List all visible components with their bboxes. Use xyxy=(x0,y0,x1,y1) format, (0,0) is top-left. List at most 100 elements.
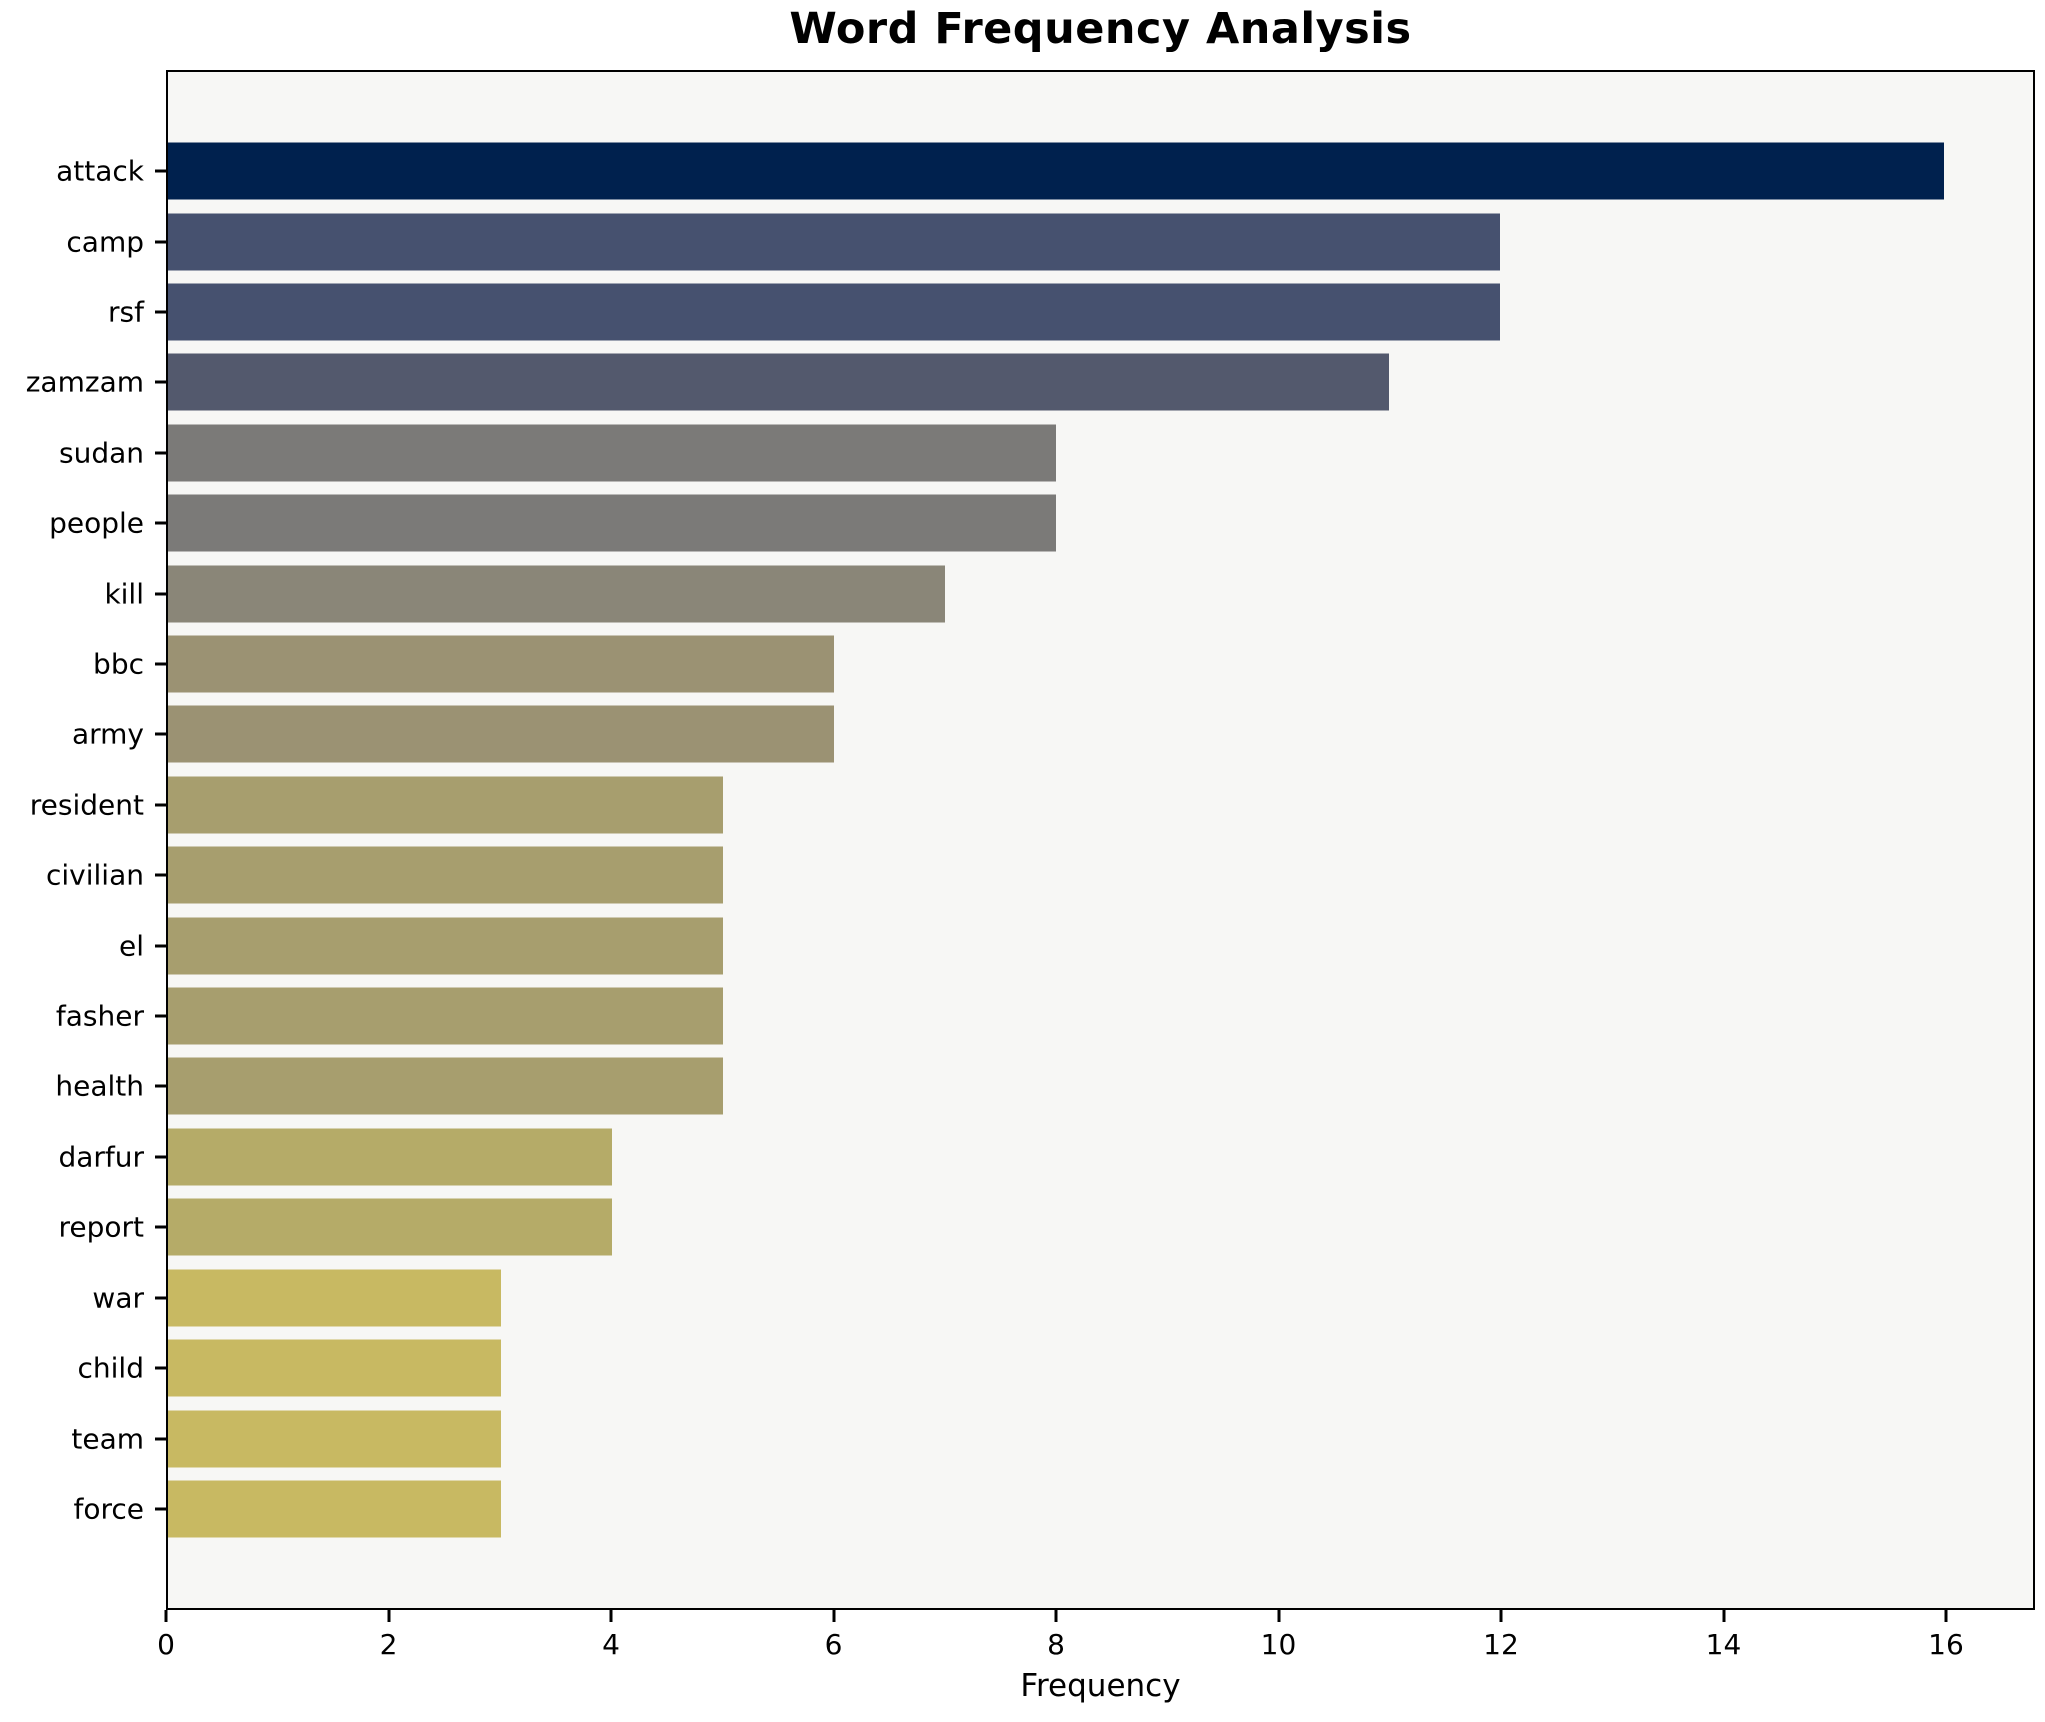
bar xyxy=(168,424,1057,482)
x-tick-label: 8 xyxy=(1047,1628,1065,1661)
bar xyxy=(168,353,1390,411)
bar xyxy=(168,635,835,693)
y-tick-label: war xyxy=(92,1281,144,1315)
bar xyxy=(168,987,724,1045)
bar-row: force xyxy=(73,1474,2033,1544)
y-tick-mark xyxy=(155,380,166,384)
x-tick-label: 10 xyxy=(1260,1628,1297,1661)
bar-row: resident xyxy=(30,770,2033,840)
bar xyxy=(168,213,1501,271)
bar-row: child xyxy=(78,1333,2033,1403)
x-tick-mark xyxy=(609,1610,613,1622)
bar xyxy=(168,283,1501,341)
y-tick-mark xyxy=(155,944,166,948)
bar xyxy=(168,1339,502,1397)
bar-row: rsf xyxy=(108,277,2033,347)
y-tick-mark xyxy=(155,1296,166,1300)
y-tick-label: el xyxy=(118,929,144,963)
y-tick-label: civilian xyxy=(46,858,144,892)
x-tick-mark xyxy=(1054,1610,1058,1622)
y-tick-mark xyxy=(155,1084,166,1088)
y-tick-label: report xyxy=(58,1210,144,1244)
bar xyxy=(168,1410,502,1468)
bar xyxy=(168,142,1945,200)
y-tick-mark xyxy=(155,803,166,807)
y-tick-label: attack xyxy=(56,154,144,188)
y-tick-mark xyxy=(155,310,166,314)
bar xyxy=(168,1269,502,1327)
x-tick-label: 6 xyxy=(824,1628,843,1661)
x-tick-label: 2 xyxy=(379,1628,398,1661)
y-tick-mark xyxy=(155,451,166,455)
y-tick-label: resident xyxy=(29,788,144,822)
bar xyxy=(168,1128,613,1186)
x-tick-label: 16 xyxy=(1928,1628,1964,1661)
bars-container: attack camp rsf zamzam sudan people kill bbc arm… xyxy=(26,72,2033,1608)
plot-area: attack camp rsf zamzam sudan people kill bbc arm… xyxy=(26,70,2035,1610)
chart-title: Word Frequency Analysis xyxy=(789,4,1412,54)
y-tick-label: kill xyxy=(104,577,144,611)
y-tick-label: team xyxy=(71,1422,144,1456)
x-tick-mark xyxy=(1944,1610,1948,1622)
y-tick-mark xyxy=(155,1155,166,1159)
x-tick-mark xyxy=(1277,1610,1280,1622)
x-tick-mark xyxy=(387,1610,390,1622)
bar-row: kill xyxy=(104,558,2033,628)
bar-row: zamzam xyxy=(26,347,2033,417)
bar-row: health xyxy=(55,1051,2033,1121)
y-tick-label: health xyxy=(55,1069,144,1103)
y-tick-mark xyxy=(155,521,166,525)
bar-row: fasher xyxy=(56,981,2033,1051)
x-tick-label: 14 xyxy=(1705,1628,1742,1661)
bar-row: army xyxy=(72,699,2033,769)
x-tick-mark xyxy=(832,1610,835,1622)
bar xyxy=(168,494,1057,552)
y-tick-label: rsf xyxy=(108,295,144,329)
bar xyxy=(168,1480,502,1538)
bar-row: report xyxy=(58,1192,2033,1262)
bar-row: attack xyxy=(56,136,2033,206)
x-tick-mark xyxy=(1499,1610,1503,1622)
y-tick-mark xyxy=(155,662,166,666)
bar-row: war xyxy=(92,1263,2033,1333)
bar xyxy=(168,776,724,834)
x-tick-mark xyxy=(164,1610,168,1622)
y-tick-mark xyxy=(155,169,166,173)
bar-row: bbc xyxy=(93,629,2033,699)
bar xyxy=(168,846,724,904)
bar xyxy=(168,1057,724,1115)
bar-row: team xyxy=(71,1403,2033,1473)
bar-row: people xyxy=(49,488,2033,558)
y-tick-mark xyxy=(155,1507,166,1511)
x-tick-label: 12 xyxy=(1483,1628,1519,1661)
y-tick-mark xyxy=(155,1014,166,1018)
y-tick-label: camp xyxy=(66,225,144,259)
y-tick-label: fasher xyxy=(55,999,144,1033)
x-axis-label: Frequency xyxy=(1020,1668,1181,1704)
x-axis: 0 2 4 6 8 10 12 14 16 xyxy=(157,1610,2035,1690)
bar xyxy=(168,1198,613,1256)
y-tick-label: child xyxy=(77,1351,144,1385)
y-tick-mark xyxy=(155,1366,166,1370)
bar xyxy=(168,565,946,623)
bar-row: el xyxy=(119,910,2033,980)
y-tick-mark xyxy=(155,592,166,596)
y-tick-mark xyxy=(155,1437,166,1441)
bar-row: camp xyxy=(66,206,2033,276)
y-tick-mark xyxy=(155,732,166,736)
x-tick-label: 4 xyxy=(602,1628,620,1661)
y-tick-mark xyxy=(155,240,166,244)
x-tick-label: 0 xyxy=(157,1628,175,1661)
x-tick-mark xyxy=(1722,1610,1725,1622)
y-tick-mark xyxy=(155,1225,166,1229)
bar-row: darfur xyxy=(58,1122,2033,1192)
y-tick-label: zamzam xyxy=(25,365,144,399)
y-tick-label: sudan xyxy=(58,436,144,470)
bar-row: civilian xyxy=(46,840,2033,910)
y-tick-label: darfur xyxy=(58,1140,144,1174)
y-tick-label: force xyxy=(73,1492,144,1526)
bar-row: sudan xyxy=(59,418,2033,488)
y-tick-label: army xyxy=(71,717,144,751)
bar xyxy=(168,705,835,763)
